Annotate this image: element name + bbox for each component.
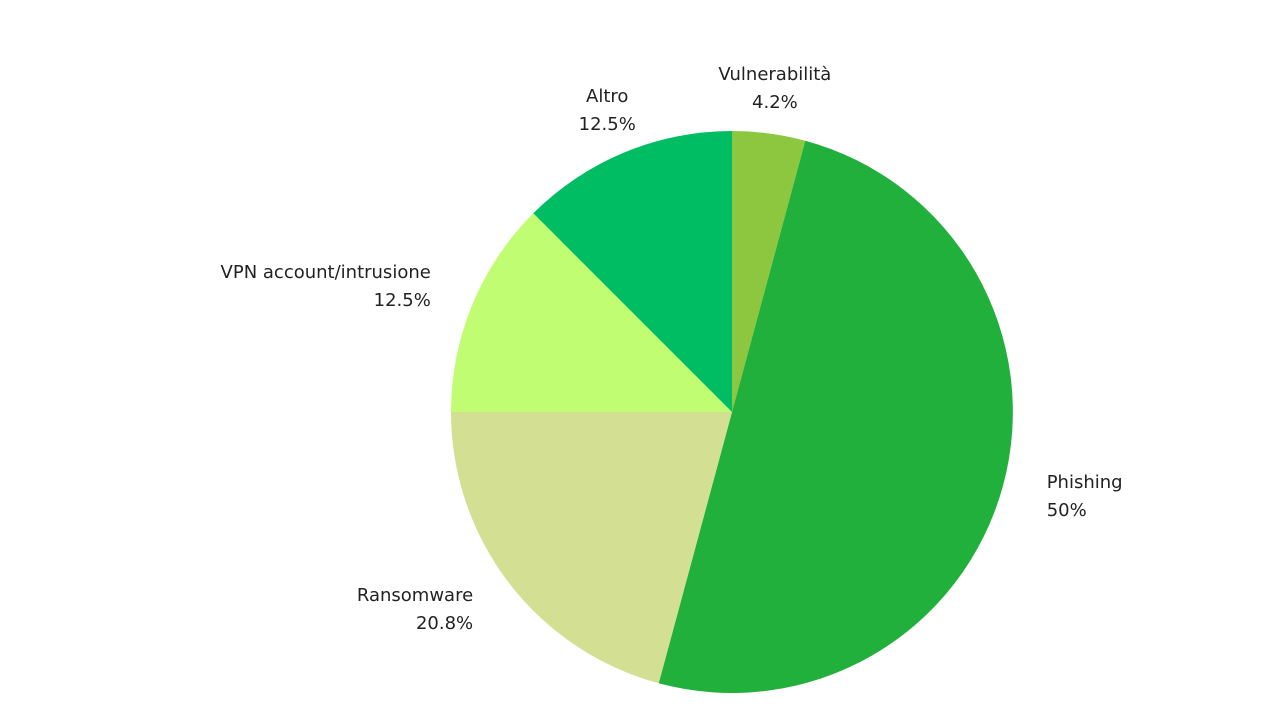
slice-value-label: 12.5%: [579, 114, 636, 135]
slice-label: VPN account/intrusione: [221, 262, 431, 283]
slice-value-label: 20.8%: [416, 613, 473, 634]
slice-value-label: 12.5%: [374, 290, 431, 311]
slice-value-label: 50%: [1047, 500, 1087, 521]
pie-slice: [658, 140, 1013, 693]
slice-label: Ransomware: [357, 585, 473, 606]
slice-value-label: 4.2%: [752, 92, 798, 113]
slice-label: Phishing: [1047, 472, 1123, 493]
pie-slice: [732, 131, 806, 412]
pie-slice: [451, 213, 732, 412]
pie-slice: [533, 131, 732, 412]
slice-label: Altro: [586, 86, 628, 107]
pie-slice: [451, 412, 732, 684]
slice-label: Vulnerabilità: [718, 64, 831, 85]
